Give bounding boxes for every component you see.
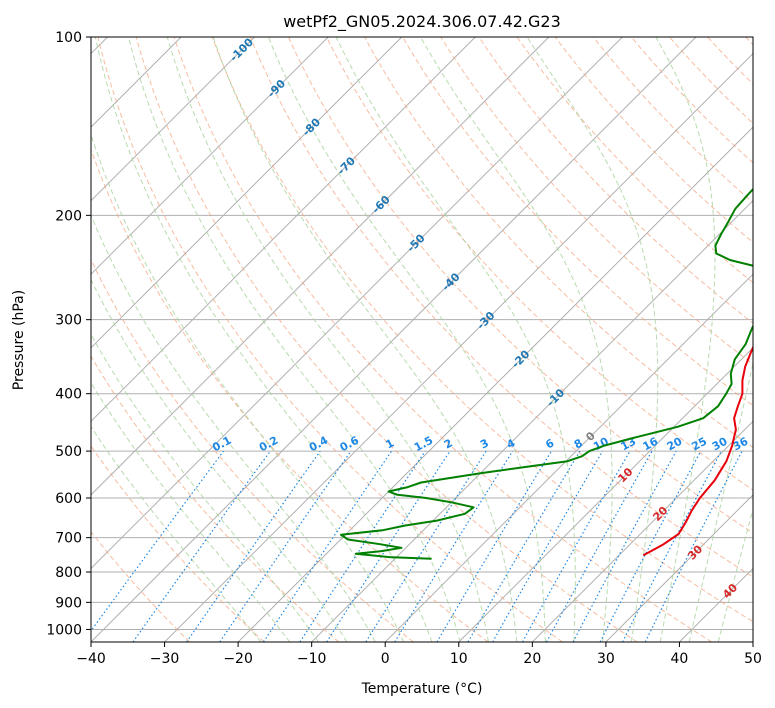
mixing-ratio-label: 20 xyxy=(665,435,685,454)
dry-adiabat xyxy=(516,37,753,284)
y-axis-label: Pressure (hPa) xyxy=(11,290,27,390)
dry-adiabat xyxy=(173,37,713,642)
x-tick-label: 10 xyxy=(450,651,468,667)
moist-adiabat xyxy=(267,37,546,642)
x-tick-label: −10 xyxy=(297,651,327,667)
mixing-ratio-line xyxy=(644,450,743,642)
dry-adiabat xyxy=(630,37,753,164)
x-tick-label: −30 xyxy=(150,651,180,667)
sounding-traces xyxy=(340,187,753,560)
mixing-ratio-line xyxy=(132,450,271,642)
plot-frame xyxy=(90,36,754,643)
isotherm-gridline xyxy=(91,37,403,349)
dry-adiabat xyxy=(91,258,414,642)
x-tick-label: −40 xyxy=(76,651,106,667)
y-tick-label: 900 xyxy=(55,595,82,611)
mixing-ratio-line xyxy=(521,450,631,642)
moist-adiabat xyxy=(420,37,613,642)
y-tick-label: 100 xyxy=(55,30,82,46)
dry-adiabat xyxy=(211,37,753,623)
y-tick-label: 800 xyxy=(55,565,82,581)
mixing-ratio-line xyxy=(219,450,352,642)
moist-adiabat xyxy=(655,37,716,642)
dry-adiabat xyxy=(402,37,753,407)
mixing-ratio-line xyxy=(326,450,451,642)
moist-adiabat xyxy=(335,37,576,642)
isotherm-gridline xyxy=(91,37,329,275)
isotherm-gridline xyxy=(531,420,753,642)
dry-adiabat xyxy=(440,37,753,365)
isotherm-gridline xyxy=(91,37,256,202)
dry-adiabat xyxy=(592,37,753,204)
dry-adiabat xyxy=(326,37,753,491)
mixing-ratio-line xyxy=(262,450,392,642)
y-tick-label: 400 xyxy=(55,387,82,403)
mixing-ratio-line xyxy=(91,450,224,632)
y-tick-label: 200 xyxy=(55,208,82,224)
y-tick-label: 500 xyxy=(55,444,82,460)
dry-adiabat xyxy=(364,37,753,449)
isotherm-gridline xyxy=(605,494,753,642)
x-tick-label: 30 xyxy=(597,651,615,667)
dry-adiabat xyxy=(287,37,753,534)
y-axis-ticks: 100 200 300 400 500 600 700 800 900 1000 xyxy=(46,30,91,638)
chart-title: wetPf2_GN05.2024.306.07.42.G23 xyxy=(283,12,561,32)
mixing-ratio-line xyxy=(546,450,653,642)
isotherm-gridline xyxy=(237,126,753,642)
moist-adiabat xyxy=(91,425,262,642)
x-tick-label: 0 xyxy=(381,651,390,667)
x-tick-label: 20 xyxy=(523,651,541,667)
moist-adiabat xyxy=(91,133,405,642)
mixing-ratio-label: 16 xyxy=(641,435,661,454)
dry-adiabat xyxy=(478,37,753,324)
moist-adiabat xyxy=(717,507,753,642)
x-axis-ticks: −40 −30 −20 −10 0 10 20 30 40 50 xyxy=(76,642,762,667)
x-tick-label: 40 xyxy=(671,651,689,667)
moist-adiabat xyxy=(526,37,659,642)
moist-adiabat xyxy=(212,37,518,642)
moist-adiabat xyxy=(91,278,348,642)
mixing-ratio-label: 30 xyxy=(710,435,730,454)
x-axis-label: Temperature (°C) xyxy=(361,681,483,697)
mixing-ratio-line xyxy=(572,450,677,642)
dry-adiabat xyxy=(249,37,753,578)
y-tick-label: 700 xyxy=(55,531,82,547)
mixing-ratio-line xyxy=(186,450,321,642)
y-tick-label: 300 xyxy=(55,313,82,329)
isotherm-gridline xyxy=(91,37,697,642)
moist-adiabat xyxy=(91,333,319,642)
y-tick-label: 1000 xyxy=(46,622,82,638)
dry-adiabat xyxy=(97,37,563,642)
y-tick-label: 600 xyxy=(55,491,82,507)
moist-adiabat xyxy=(166,37,489,642)
dewpoint-trace xyxy=(340,187,753,560)
mixing-ratio-label: 13 xyxy=(619,435,639,454)
x-tick-label: 50 xyxy=(744,651,762,667)
isotherm-gridline xyxy=(91,37,476,423)
moist-adiabat xyxy=(94,37,433,642)
isotherm-gridline xyxy=(458,347,753,642)
isotherm-gridline xyxy=(91,37,550,496)
mixing-ratio-label: 25 xyxy=(689,435,709,454)
moist-adiabat xyxy=(91,214,376,642)
dry-adiabat xyxy=(91,530,191,642)
x-tick-label: −20 xyxy=(223,651,253,667)
moist-adiabat xyxy=(128,37,461,642)
mixing-ratio-line xyxy=(394,450,514,642)
isotherm-gridline xyxy=(384,273,753,642)
mixing-ratio-label: 36 xyxy=(731,435,751,454)
dry-adiabat xyxy=(91,355,340,642)
dry-adiabat xyxy=(91,148,489,642)
isotherm-gridline xyxy=(91,37,623,570)
temperature-trace xyxy=(642,345,753,557)
isotherm-gridline xyxy=(164,52,753,642)
moist-adiabat xyxy=(688,360,753,642)
background-lines xyxy=(91,37,753,642)
